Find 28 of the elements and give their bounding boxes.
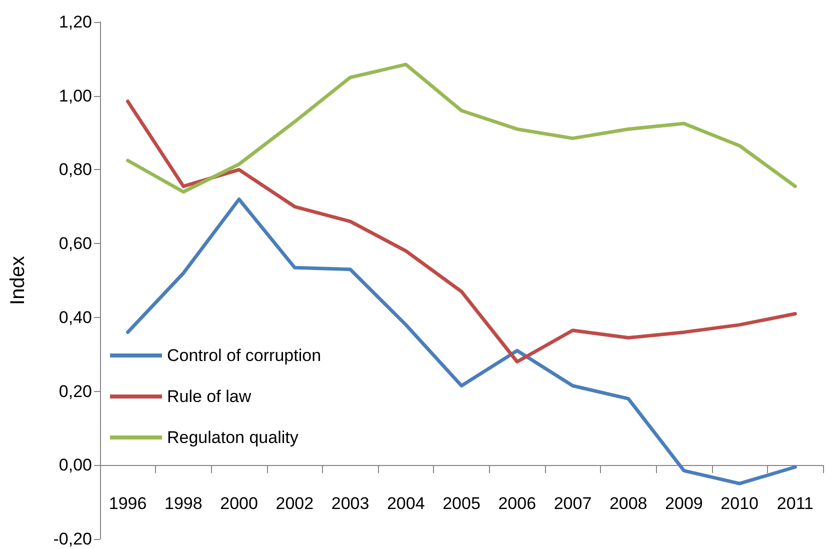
x-tick-label: 2002 xyxy=(276,494,314,513)
x-tick-label: 2004 xyxy=(386,494,425,513)
y-tick-label: -0,20 xyxy=(53,530,92,548)
y-tick-label: 0,00 xyxy=(58,456,92,475)
y-tick-label: 0,40 xyxy=(58,308,92,327)
y-tick-label: 1,00 xyxy=(58,86,92,106)
line-series xyxy=(126,100,797,364)
x-tick-label: 2007 xyxy=(554,494,592,513)
y-axis-title: Index xyxy=(7,256,29,305)
x-tick-label: 2010 xyxy=(720,494,758,513)
x-tick-label: 2003 xyxy=(331,494,370,513)
x-tick-label: 2008 xyxy=(609,494,648,513)
legend-label: Control of corruption xyxy=(167,346,322,365)
y-tick-label: 0,60 xyxy=(58,234,92,254)
y-tick-label: 0,20 xyxy=(58,382,92,401)
legend-label: Rule of law xyxy=(167,387,252,406)
x-tick-label: 2000 xyxy=(220,494,258,513)
x-tick-label: 2011 xyxy=(776,494,814,513)
x-tick-label: 1998 xyxy=(164,494,202,513)
x-tick-label: 2006 xyxy=(498,494,536,513)
y-tick-label: 1,20 xyxy=(58,12,92,32)
x-tick-label: 2005 xyxy=(442,494,480,513)
line-series xyxy=(126,198,797,486)
legend-label: Regulaton quality xyxy=(167,428,299,447)
x-tick-label: 1996 xyxy=(108,494,147,513)
y-tick-label: 0,80 xyxy=(58,160,92,180)
line-series xyxy=(126,62,797,194)
x-tick-label: 2009 xyxy=(665,494,703,513)
